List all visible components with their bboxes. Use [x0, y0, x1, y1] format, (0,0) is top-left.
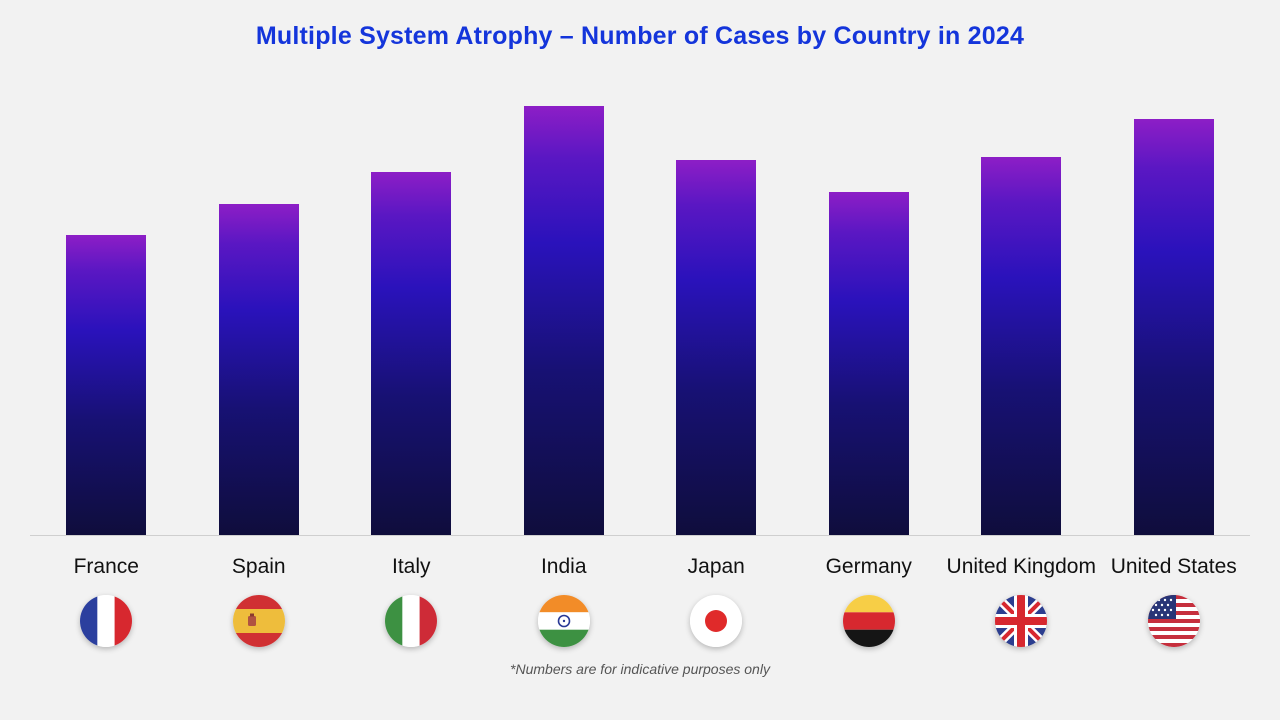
x-axis-line	[30, 535, 1250, 536]
chart-title: Multiple System Atrophy – Number of Case…	[255, 22, 1025, 50]
bar-india	[523, 106, 604, 535]
bar-column-india	[488, 106, 641, 535]
bar-column-spain	[183, 204, 336, 535]
united-kingdom-flag-icon	[995, 595, 1048, 648]
bar-spain	[218, 204, 299, 535]
bar-italy	[371, 172, 452, 535]
bar-germany	[828, 192, 909, 535]
bar-japan	[676, 160, 757, 535]
flags-row	[30, 595, 1250, 648]
bar-column-france	[30, 235, 183, 535]
france-flag-icon	[80, 595, 133, 648]
label-united-kingdom: United Kingdom	[946, 555, 1096, 578]
footnote: *Numbers are for indicative purposes onl…	[510, 661, 770, 678]
bar-column-japan	[640, 160, 793, 535]
label-india: India	[540, 555, 587, 578]
label-italy: Italy	[391, 555, 431, 578]
bar-united-kingdom	[981, 157, 1062, 535]
label-spain: Spain	[231, 555, 286, 578]
bar-column-united-kingdom	[945, 157, 1098, 535]
label-france: France	[73, 555, 139, 578]
label-japan: Japan	[687, 555, 745, 578]
bar-column-germany	[793, 192, 946, 535]
bar-united-states	[1133, 119, 1214, 535]
plot-area	[30, 65, 1250, 535]
bar-column-italy	[335, 172, 488, 535]
category-labels-row: France Spain Italy India Japan Germany U…	[30, 552, 1250, 581]
bar-column-united-states	[1098, 119, 1251, 535]
label-germany: Germany	[825, 555, 912, 578]
united-states-flag-icon	[1147, 595, 1200, 648]
india-flag-icon	[537, 595, 590, 648]
bar-france	[66, 235, 147, 535]
italy-flag-icon	[385, 595, 438, 648]
spain-flag-icon	[232, 595, 285, 648]
japan-flag-icon	[690, 595, 743, 648]
label-united-states: United States	[1110, 555, 1237, 578]
germany-flag-icon	[842, 595, 895, 648]
